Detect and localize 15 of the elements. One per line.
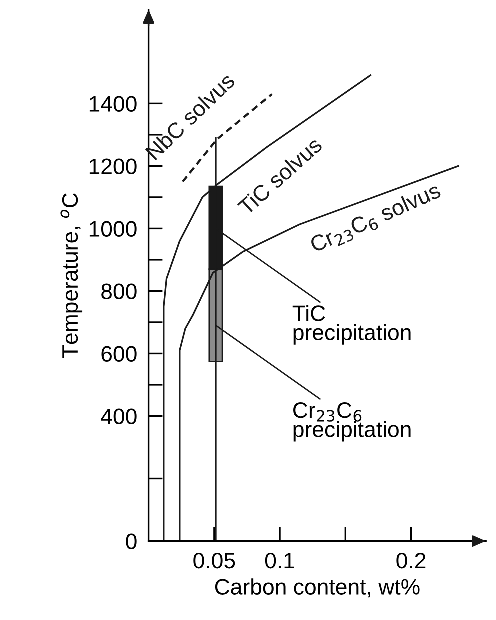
annotation: Cr$_{23}$C$_{6}$ precipitation bbox=[294, 402, 411, 442]
y-tick-label: 600 bbox=[102, 346, 137, 362]
annotation: TiC precipitation bbox=[292, 305, 411, 345]
x-tick-label: 0.05 bbox=[194, 552, 236, 569]
x-tick-label: 0.2 bbox=[396, 552, 426, 569]
y-tick-label: 1400 bbox=[90, 96, 137, 112]
y-tick-label: 1200 bbox=[90, 158, 137, 174]
x-axis-title: Carbon content, wt% bbox=[215, 578, 420, 598]
x-tick-label: 0.1 bbox=[265, 552, 294, 569]
y-tick-label: 1000 bbox=[90, 221, 137, 237]
y-tick-label: 0 bbox=[126, 534, 137, 550]
y-axis-title: Temperature, $^{o}$C bbox=[60, 193, 83, 358]
y-tick-label: 800 bbox=[102, 284, 137, 300]
text: Cr$_{23}$C$_{6}$ solvus bbox=[309, 186, 442, 253]
y-tick-label: 400 bbox=[101, 408, 137, 425]
